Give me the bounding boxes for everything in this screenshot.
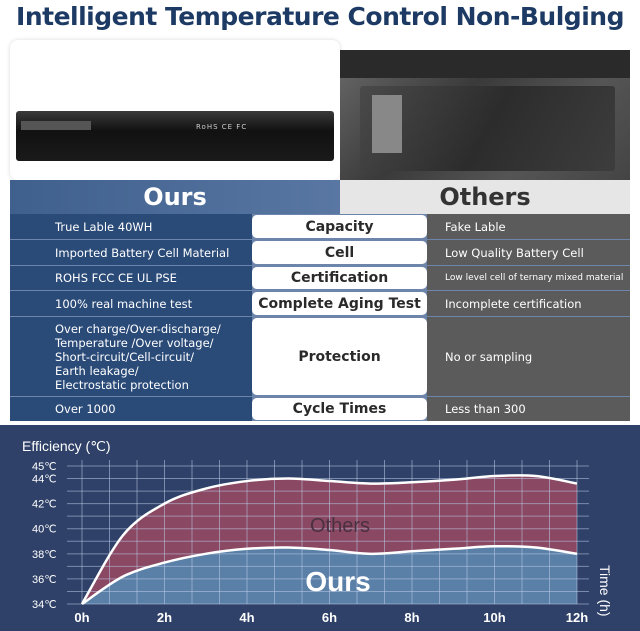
series-line-others bbox=[80, 474, 578, 605]
battery-sticker bbox=[372, 95, 402, 153]
x-tick-label: 0h bbox=[74, 610, 89, 625]
x-axis-label: Time (h) bbox=[597, 565, 613, 617]
x-tick-label: 2h bbox=[157, 610, 172, 625]
y-tick-label: 38℃ bbox=[32, 549, 57, 561]
y-tick-label: 34℃ bbox=[32, 599, 57, 611]
x-tick-label: 12h bbox=[566, 610, 588, 625]
bulging-battery-photo bbox=[340, 50, 630, 180]
others-header: Others bbox=[340, 180, 630, 214]
ours-value: 100% real machine test bbox=[10, 291, 252, 316]
series-line-ours bbox=[81, 544, 578, 606]
others-value: Less than 300 bbox=[427, 397, 630, 421]
y-tick-label: 40℃ bbox=[32, 524, 57, 536]
table-row: ROHS FCC CE UL PSE Certification Low lev… bbox=[10, 266, 630, 290]
table-row: 100% real machine test Complete Aging Te… bbox=[10, 291, 630, 316]
series-label-ours: Ours bbox=[305, 566, 370, 597]
y-axis-label: Efficiency (℃) bbox=[22, 438, 111, 454]
feature-label: Cycle Times bbox=[252, 398, 427, 420]
y-tick-label: 44℃ bbox=[32, 474, 57, 486]
others-value: Fake Lable bbox=[427, 214, 630, 239]
battery-sticker bbox=[21, 121, 91, 130]
table-row: Imported Battery Cell Material Cell Low … bbox=[10, 240, 630, 265]
ours-value: True Lable 40WH bbox=[10, 214, 252, 239]
battery-certification-marks: RoHS CE FC bbox=[196, 123, 248, 131]
x-tick-label: 10h bbox=[483, 610, 505, 625]
others-value: Incomplete certification bbox=[427, 291, 630, 316]
feature-label: Capacity bbox=[252, 215, 427, 238]
ours-value: Over charge/Over-discharge/ Temperature … bbox=[10, 317, 252, 396]
laptop-board bbox=[340, 50, 630, 78]
y-tick-label: 45℃ bbox=[32, 461, 57, 473]
x-tick-label: 6h bbox=[322, 610, 337, 625]
swollen-battery-pack bbox=[360, 86, 615, 171]
table-row: True Lable 40WH Capacity Fake Lable bbox=[10, 214, 630, 239]
x-tick-label: 8h bbox=[404, 610, 419, 625]
others-value: No or sampling bbox=[427, 317, 630, 396]
ours-value: Over 1000 bbox=[10, 397, 252, 421]
table-row: Over 1000 Cycle Times Less than 300 bbox=[10, 397, 630, 421]
others-value: Low level cell of ternary mixed material bbox=[427, 266, 630, 290]
feature-label: Protection bbox=[252, 318, 427, 395]
x-tick-label: 4h bbox=[239, 610, 254, 625]
ours-value: Imported Battery Cell Material bbox=[10, 240, 252, 265]
y-tick-label: 36℃ bbox=[32, 574, 57, 586]
feature-label: Certification bbox=[252, 267, 427, 289]
temperature-chart: Efficiency (℃) 34℃ 36℃ 38℃ 40℃ 42℃ 44℃ 45℃ 0h 2h 4… bbox=[0, 425, 640, 631]
ours-value: ROHS FCC CE UL PSE bbox=[10, 266, 252, 290]
our-battery-photo: RoHS CE FC bbox=[10, 40, 340, 180]
ours-header: Ours bbox=[10, 180, 340, 214]
feature-label: Cell bbox=[252, 241, 427, 264]
battery-image: RoHS CE FC bbox=[16, 111, 334, 161]
page-title: Intelligent Temperature Control Non-Bulg… bbox=[16, 2, 624, 31]
chart-svg: Efficiency (℃) 34℃ 36℃ 38℃ 40℃ 42℃ 44℃45℃ 0h 2h 4… bbox=[22, 438, 613, 625]
series-label-others: Others bbox=[310, 515, 370, 537]
y-tick-label: 42℃ bbox=[32, 499, 57, 511]
others-value: Low Quality Battery Cell bbox=[427, 240, 630, 265]
table-row: Over charge/Over-discharge/ Temperature … bbox=[10, 317, 630, 396]
feature-label: Complete Aging Test bbox=[252, 292, 427, 315]
